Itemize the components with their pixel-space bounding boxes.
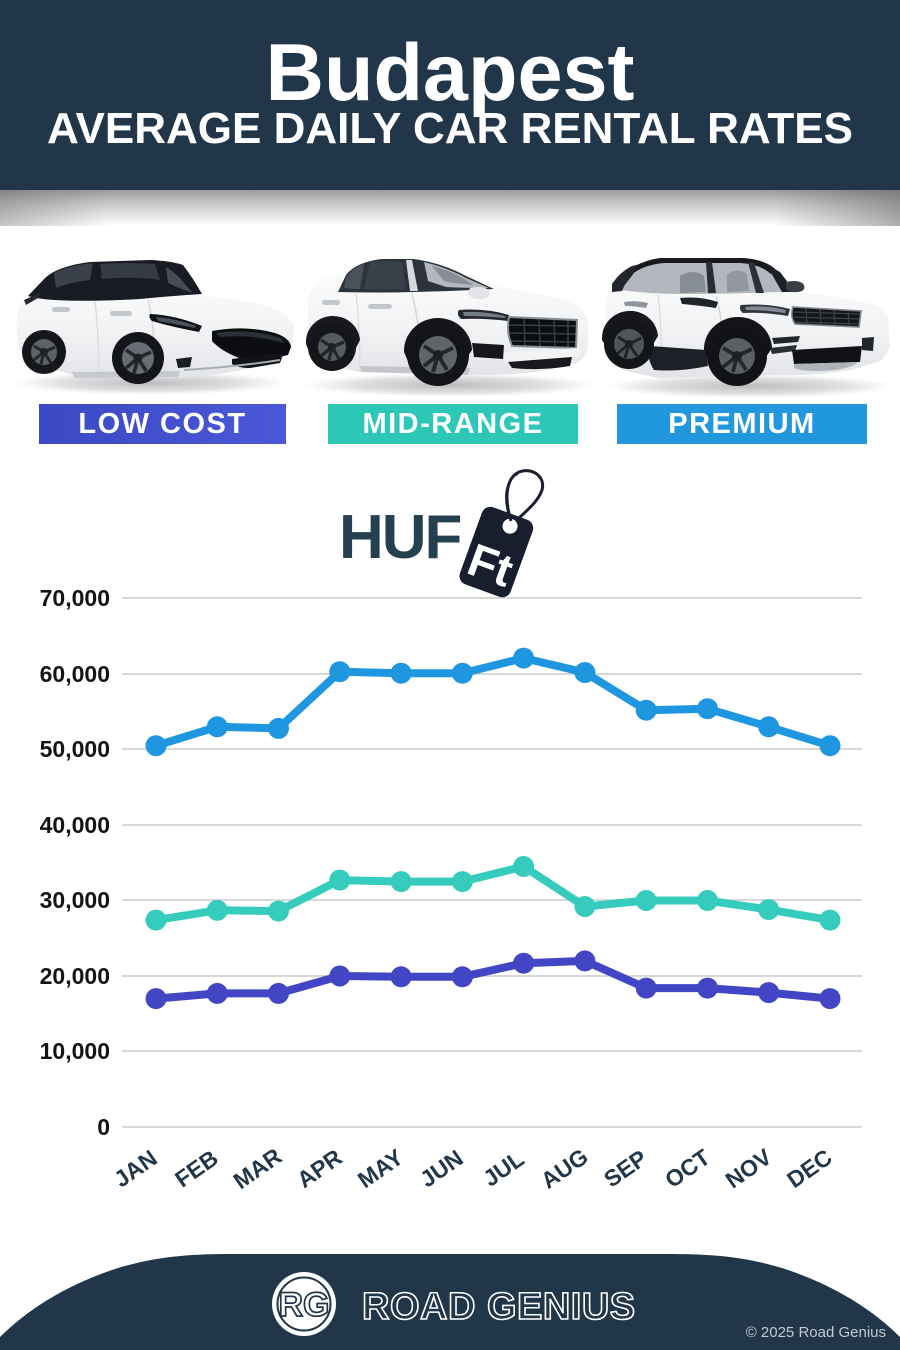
svg-text:50,000: 50,000 (40, 736, 110, 762)
svg-text:40,000: 40,000 (40, 812, 110, 838)
svg-text:30,000: 30,000 (40, 887, 110, 913)
svg-text:0: 0 (97, 1114, 110, 1140)
svg-text:© 2025 Road Genius: © 2025 Road Genius (746, 1324, 886, 1341)
svg-text:60,000: 60,000 (40, 661, 110, 687)
svg-text:RG: RG (279, 1286, 330, 1324)
svg-text:20,000: 20,000 (40, 963, 110, 989)
svg-text:70,000: 70,000 (40, 585, 110, 611)
svg-text:10,000: 10,000 (40, 1038, 110, 1064)
svg-text:ROAD GENIUS: ROAD GENIUS (362, 1286, 636, 1328)
